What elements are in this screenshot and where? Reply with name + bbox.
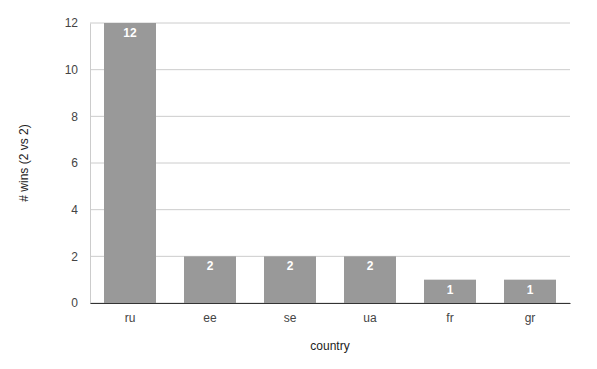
y-tick-label: 12	[65, 16, 79, 30]
data-label: 2	[367, 259, 374, 273]
y-axis: 0 2 4 6 8 10 12	[65, 16, 91, 310]
y-tick-label: 0	[71, 296, 78, 310]
x-tick: fr	[446, 303, 453, 325]
grid	[90, 23, 570, 303]
data-label: 2	[287, 259, 294, 273]
data-labels: 12 2 2 2 1 1	[123, 26, 533, 297]
y-tick: 2	[71, 250, 90, 264]
data-label: 1	[447, 283, 454, 297]
grid-line	[90, 23, 570, 24]
y-tick-label: 8	[71, 110, 78, 124]
y-tick-label: 10	[65, 63, 79, 77]
y-tick-label: 2	[71, 250, 78, 264]
y-tick: 12	[65, 16, 90, 30]
y-tick-label: 6	[71, 156, 78, 170]
bar	[184, 256, 236, 303]
x-tick-label: gr	[525, 311, 536, 325]
chart: 0 2 4 6 8 10 12 ru ee se ua fr gr 12 2 2 2 1 1 country # win…	[0, 0, 597, 369]
y-tick: 4	[71, 203, 90, 217]
y-axis-title: # wins (2 vs 2)	[17, 124, 31, 201]
x-tick: se	[284, 303, 297, 325]
grid-line	[90, 116, 570, 117]
data-label: 12	[123, 26, 137, 40]
grid-line	[90, 163, 570, 164]
y-axis-line	[90, 24, 91, 304]
x-tick-label: ru	[125, 311, 136, 325]
grid-line	[90, 69, 570, 70]
data-label: 2	[207, 259, 214, 273]
grid-line	[90, 256, 570, 257]
x-tick-label: se	[284, 311, 297, 325]
bar	[344, 256, 396, 303]
x-axis-title: country	[310, 339, 349, 353]
x-tick: ee	[203, 303, 217, 325]
bar	[104, 23, 156, 303]
y-tick-label: 4	[71, 203, 78, 217]
x-tick-label: ee	[203, 311, 217, 325]
x-axis: ru ee se ua fr gr	[91, 303, 571, 325]
x-axis-line	[91, 303, 571, 304]
y-tick: 6	[71, 156, 90, 170]
y-tick: 8	[71, 110, 90, 124]
y-tick: 0	[71, 296, 90, 310]
x-tick: gr	[525, 303, 536, 325]
data-label: 1	[527, 283, 534, 297]
x-tick: ru	[125, 303, 136, 325]
x-tick-label: fr	[446, 311, 453, 325]
x-tick: ua	[363, 303, 377, 325]
grid-line	[90, 209, 570, 210]
grid-line	[90, 303, 570, 304]
x-tick-label: ua	[363, 311, 377, 325]
y-tick: 10	[65, 63, 90, 77]
bars	[104, 23, 556, 303]
bar	[504, 280, 556, 303]
plot: 0 2 4 6 8 10 12 ru ee se ua fr gr 12 2 2 2 1 1	[65, 16, 571, 324]
bar	[424, 280, 476, 303]
bar	[264, 256, 316, 303]
